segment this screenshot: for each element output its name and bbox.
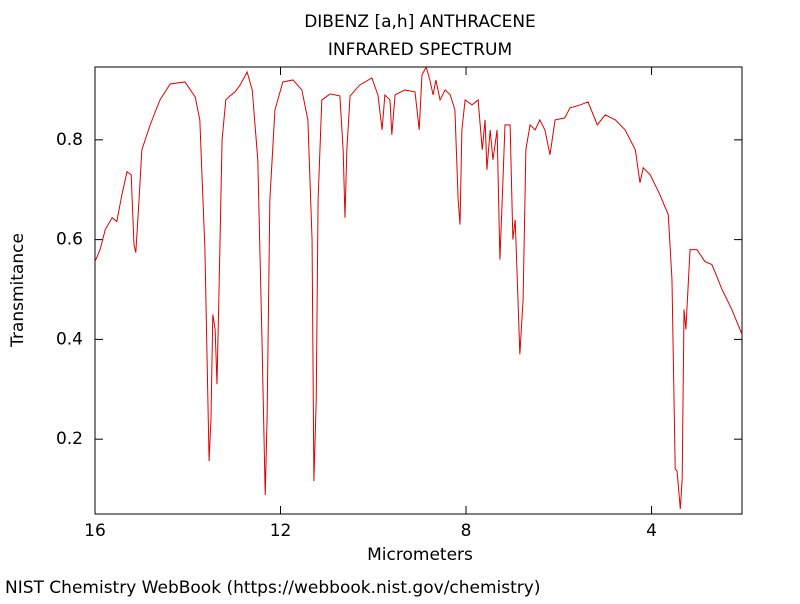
y-tick-label: 0.4 [56,329,83,349]
y-tick-label: 0.6 [56,230,83,250]
plot-frame [94,66,743,515]
y-tick-label: 0.8 [56,130,83,150]
y-tick-label: 0.2 [56,429,83,449]
x-tick-label: 4 [646,521,657,541]
chart-title: DIBENZ [a,h] ANTHRACENE [304,12,536,32]
x-tick-label: 12 [270,521,292,541]
footer: NIST Chemistry WebBook (https://webbook.… [5,578,540,598]
chart-subtitle: INFRARED SPECTRUM [328,40,512,60]
spectrum-line [94,65,743,510]
y-axis-label: Transmitance [8,233,28,348]
x-axis-label: Micrometers [367,545,473,565]
x-tick-label: 16 [84,521,106,541]
x-tick-label: 8 [461,521,472,541]
